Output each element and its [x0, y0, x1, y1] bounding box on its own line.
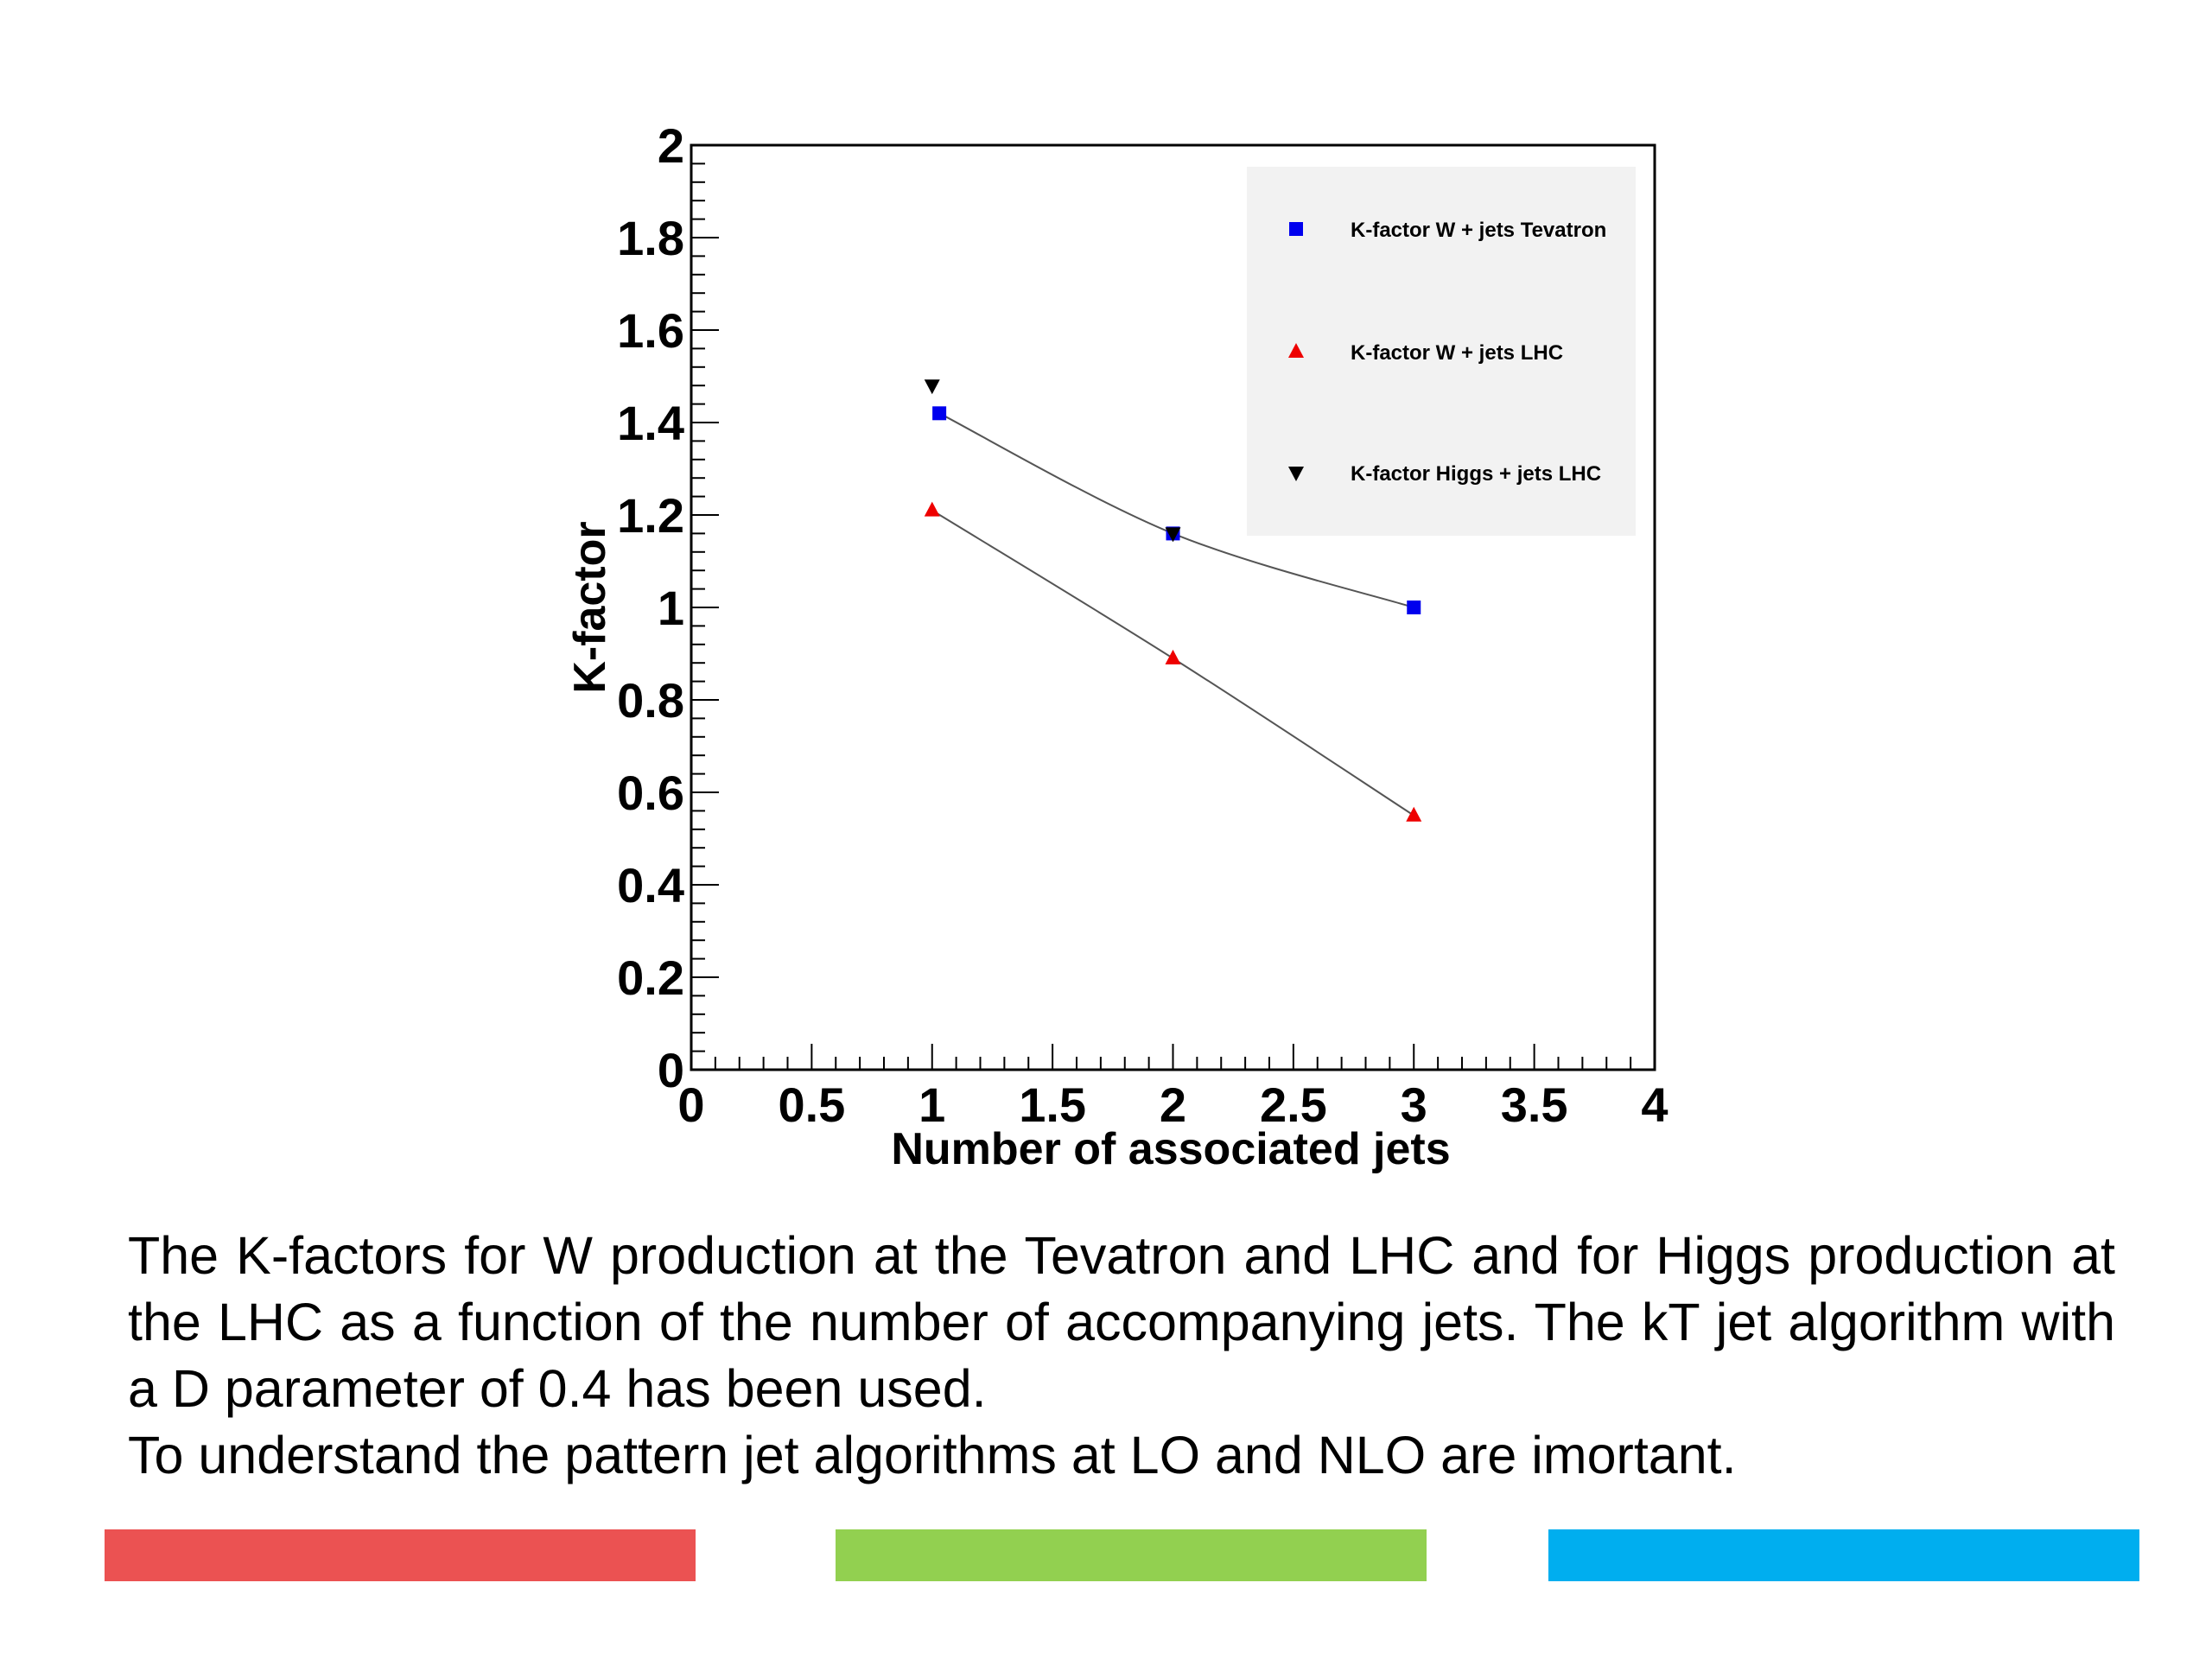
- data-point-series-2: [924, 501, 940, 517]
- data-point-series-3: [1165, 527, 1181, 543]
- footer-bar-green: [836, 1529, 1427, 1581]
- y-tick-label: 1.4: [617, 396, 684, 450]
- x-tick-label: 3: [1401, 1077, 1427, 1132]
- y-tick-label: 1.2: [617, 488, 684, 543]
- footer-bar-blue: [1548, 1529, 2139, 1581]
- k-factor-chart: 0 0.5 1 1.5 2 2.5 3 3.5 4 0 0.2 0.4 0.6 0.8 1 1.2 1.4 1.…: [565, 118, 1669, 1174]
- data-point-series-2: [1406, 806, 1422, 822]
- legend-marker-2: [1288, 343, 1304, 358]
- x-axis-title: Number of associated jets: [891, 1124, 1450, 1174]
- legend: K-factor W + jets Tevatron K-factor W + j…: [1288, 219, 1606, 486]
- y-tick-label: 0.8: [617, 673, 684, 728]
- legend-marker-3: [1288, 467, 1304, 481]
- plot-frame: [690, 143, 1656, 1071]
- caption-paragraph-1: The K-factors for W production at the Te…: [128, 1226, 2115, 1418]
- x-tick-label: 3.5: [1501, 1077, 1568, 1132]
- y-tick-label: 2: [658, 118, 684, 173]
- y-axis-title: K-factor: [565, 521, 615, 693]
- legend-label-1: K-factor W + jets Tevatron: [1351, 219, 1606, 242]
- x-tick-label: 2.5: [1260, 1077, 1327, 1132]
- y-tick-label: 0.6: [617, 766, 684, 820]
- y-tick-labels: 0 0.2 0.4 0.6 0.8 1 1.2 1.4 1.6 1.8 2: [617, 118, 684, 1097]
- legend-marker-1: [1289, 222, 1303, 236]
- data-point-series-2: [1165, 649, 1181, 664]
- x-tick-label: 2: [1160, 1077, 1186, 1132]
- data-point-series-1: [932, 406, 947, 421]
- y-tick-label: 0: [658, 1043, 684, 1097]
- x-tick-labels: 0 0.5 1 1.5 2 2.5 3 3.5 4: [677, 1077, 1668, 1132]
- legend-label-3: K-factor Higgs + jets LHC: [1351, 462, 1601, 486]
- x-tick-label: 1.5: [1019, 1077, 1086, 1132]
- x-tick-label: 1: [918, 1077, 945, 1132]
- legend-label-2: K-factor W + jets LHC: [1351, 341, 1563, 365]
- x-tick-label: 0.5: [778, 1077, 845, 1132]
- x-tick-label: 0: [677, 1077, 704, 1132]
- y-tick-label: 1.8: [617, 211, 684, 265]
- y-tick-label: 0.2: [617, 950, 684, 1005]
- legend-box: [1247, 167, 1636, 536]
- data-point-series-3: [924, 379, 940, 395]
- y-tick-label: 0.4: [617, 858, 684, 912]
- y-tick-label: 1.6: [617, 303, 684, 358]
- y-tick-label: 1: [658, 581, 684, 635]
- caption-paragraph-2: To understand the pattern jet algorithms…: [128, 1426, 1737, 1484]
- caption: The K-factors for W production at the Te…: [128, 1223, 2115, 1489]
- x-tick-label: 4: [1641, 1077, 1668, 1132]
- footer-bar-red: [105, 1529, 696, 1581]
- data-point-series-1: [1407, 601, 1421, 614]
- data-points: [924, 379, 1422, 822]
